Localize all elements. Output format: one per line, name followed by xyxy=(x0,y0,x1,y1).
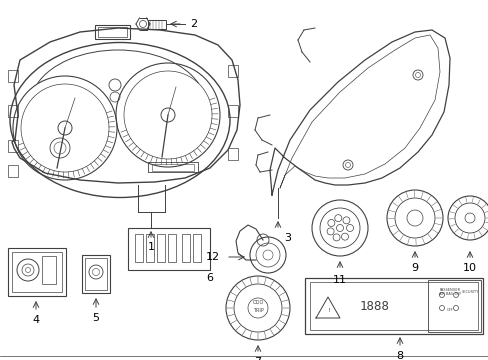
Bar xyxy=(8,140,18,152)
Bar xyxy=(193,234,201,262)
Bar xyxy=(157,234,164,262)
Text: PASSENGER
AIR BAG OFF: PASSENGER AIR BAG OFF xyxy=(438,288,460,296)
Bar xyxy=(148,162,198,172)
Bar xyxy=(152,164,194,171)
Bar xyxy=(8,70,18,82)
Bar xyxy=(95,25,130,39)
Text: 12: 12 xyxy=(205,252,220,262)
Text: 2: 2 xyxy=(190,19,197,29)
Bar xyxy=(305,278,482,334)
Bar xyxy=(42,256,56,284)
Bar xyxy=(148,20,165,29)
Text: 10: 10 xyxy=(462,263,476,273)
Text: 1: 1 xyxy=(147,242,154,252)
Bar xyxy=(227,148,238,160)
Bar xyxy=(309,282,477,330)
Text: OFF: OFF xyxy=(446,308,452,312)
Text: 4: 4 xyxy=(32,315,40,325)
Bar xyxy=(85,258,107,290)
Text: 1888: 1888 xyxy=(359,300,389,312)
Bar xyxy=(427,280,480,332)
Bar xyxy=(146,234,154,262)
Bar xyxy=(8,105,18,117)
Bar xyxy=(98,27,127,37)
Bar xyxy=(12,252,62,292)
Bar xyxy=(227,105,238,117)
Text: 3: 3 xyxy=(284,233,291,243)
Text: 5: 5 xyxy=(92,313,99,323)
Text: SECURITY: SECURITY xyxy=(461,290,478,294)
Bar xyxy=(8,165,18,177)
Bar xyxy=(135,234,142,262)
Text: 8: 8 xyxy=(396,351,403,360)
Bar xyxy=(168,234,176,262)
Bar xyxy=(82,255,110,293)
Text: 11: 11 xyxy=(332,275,346,285)
Bar xyxy=(8,248,66,296)
Text: !: ! xyxy=(326,307,328,312)
Text: 6: 6 xyxy=(206,273,213,283)
Text: ODO: ODO xyxy=(252,301,263,306)
Bar xyxy=(128,228,209,270)
Text: 9: 9 xyxy=(410,263,418,273)
Bar xyxy=(182,234,190,262)
Bar xyxy=(227,65,238,77)
Text: TRIP: TRIP xyxy=(252,307,263,312)
Text: 7: 7 xyxy=(254,357,261,360)
